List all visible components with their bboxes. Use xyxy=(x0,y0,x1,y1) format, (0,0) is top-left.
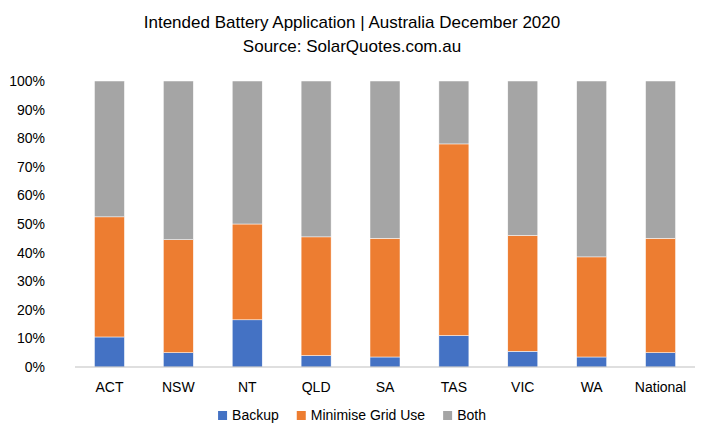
y-tick xyxy=(71,252,75,253)
bar-segment xyxy=(439,81,469,144)
y-tick-label: 80% xyxy=(17,130,45,146)
y-tick xyxy=(71,138,75,139)
y-tick-label: 70% xyxy=(17,159,45,175)
bar-segment xyxy=(370,357,400,367)
y-tick xyxy=(71,109,75,110)
bar-segment xyxy=(646,238,676,352)
x-tick-label: NSW xyxy=(162,379,195,395)
legend-label: Both xyxy=(457,407,486,423)
bar-segment xyxy=(439,144,469,336)
bar-segment xyxy=(577,257,607,357)
x-tick-label: SA xyxy=(376,379,395,395)
x-axis: ACT NSW NT QLD SA TAS VIC WA National xyxy=(75,367,695,395)
bar-segment xyxy=(232,224,262,320)
y-tick xyxy=(71,224,75,225)
bar-segment xyxy=(301,356,331,367)
bar-segment xyxy=(646,81,676,238)
bar-segment xyxy=(508,351,538,367)
x-tick-label: NT xyxy=(238,379,257,395)
bar-segment xyxy=(508,81,538,235)
legend-swatch xyxy=(443,411,452,420)
y-tick-label: 90% xyxy=(17,102,45,118)
x-tick-label: QLD xyxy=(302,379,331,395)
subtitle: Source: SolarQuotes.com.au xyxy=(243,37,461,56)
y-tick-label: 0% xyxy=(25,359,45,375)
y-tick-label: 30% xyxy=(17,273,45,289)
bars xyxy=(94,81,675,367)
y-tick-label: 40% xyxy=(17,245,45,261)
y-tick xyxy=(71,338,75,339)
title: Intended Battery Application | Australia… xyxy=(144,13,560,32)
bar-segment xyxy=(301,81,331,237)
bar-segment xyxy=(646,353,676,367)
bar-segment xyxy=(232,320,262,367)
x-tick-label: ACT xyxy=(95,379,123,395)
legend-swatch xyxy=(218,411,227,420)
y-tick xyxy=(71,281,75,282)
bar-segment xyxy=(94,337,124,367)
bar-segment xyxy=(232,81,262,224)
legend: Backup Minimise Grid Use Both xyxy=(218,407,486,423)
y-tick-label: 50% xyxy=(17,216,45,232)
background xyxy=(0,0,704,441)
y-tick-label: 100% xyxy=(9,73,45,89)
y-tick xyxy=(71,309,75,310)
bar-segment xyxy=(163,240,193,353)
x-axis-line xyxy=(75,367,695,368)
bar-segment xyxy=(370,238,400,357)
bar-segment xyxy=(163,81,193,240)
bar-segment xyxy=(370,81,400,238)
x-tick-label: TAS xyxy=(441,379,467,395)
bar-segment xyxy=(94,81,124,217)
chart: Intended Battery Application | Australia… xyxy=(0,0,704,441)
y-tick xyxy=(71,81,75,82)
y-tick xyxy=(71,166,75,167)
y-axis: 0% 10% 20% 30% 40% 50% 60% 70% 80% 90% 100% xyxy=(9,73,75,375)
y-tick-label: 20% xyxy=(17,302,45,318)
y-tick-label: 60% xyxy=(17,187,45,203)
bar-segment xyxy=(301,237,331,356)
bar-segment xyxy=(577,357,607,367)
x-tick-label: WA xyxy=(581,379,604,395)
bar-segment xyxy=(94,217,124,337)
legend-label: Minimise Grid Use xyxy=(311,407,426,423)
legend-label: Backup xyxy=(232,407,279,423)
x-tick-label: National xyxy=(635,379,686,395)
bar-segment xyxy=(508,235,538,351)
bar-segment xyxy=(163,353,193,367)
bar-segment xyxy=(439,336,469,367)
x-tick-label: VIC xyxy=(511,379,534,395)
y-tick xyxy=(71,367,75,368)
y-tick-label: 10% xyxy=(17,330,45,346)
bar-segment xyxy=(577,81,607,257)
legend-swatch xyxy=(297,411,306,420)
y-tick xyxy=(71,195,75,196)
